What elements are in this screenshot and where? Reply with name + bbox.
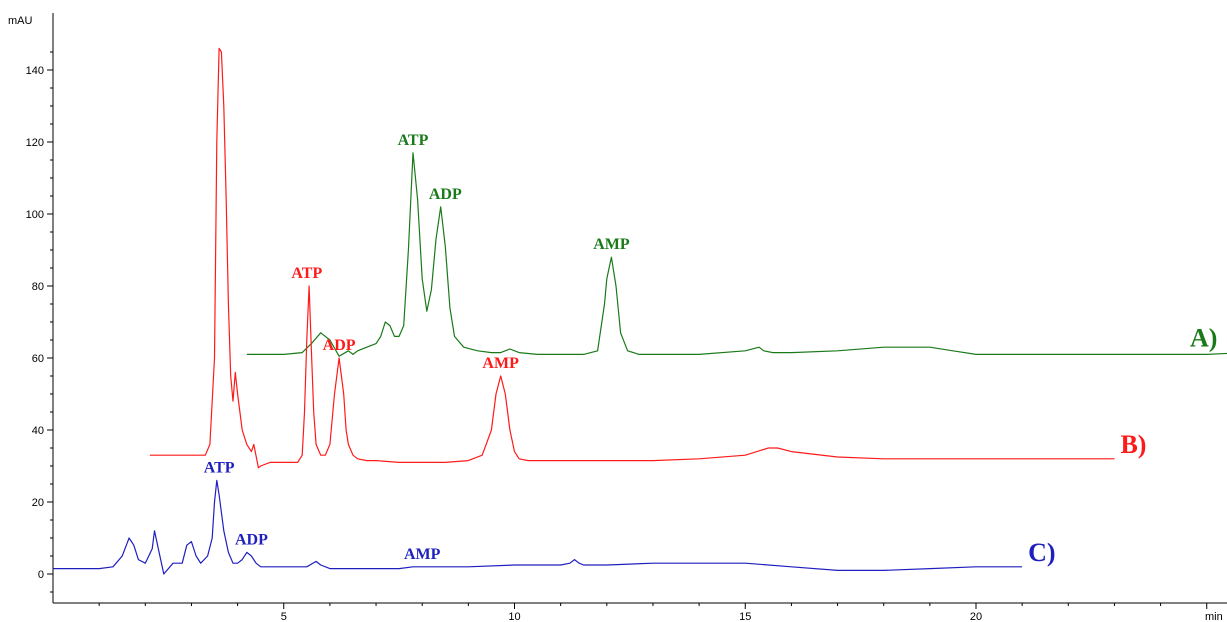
peak-label: AMP: [593, 236, 630, 253]
peak-label: AMP: [404, 546, 441, 563]
y-tick-label: 120: [26, 137, 44, 149]
trace-line-a: [246, 152, 1227, 357]
y-tick-label: 140: [26, 65, 44, 77]
x-axis-label: min: [1205, 611, 1223, 622]
y-axis-label: mAU: [8, 15, 33, 27]
trace-label: C): [1028, 538, 1055, 567]
peak-label: ADP: [323, 337, 356, 354]
peak-label: AMP: [482, 355, 519, 372]
axis-ticks: 0 20 40 60 80 100 120 140 5 10 15 20: [26, 51, 1208, 622]
peak-labels: ATP ADP AMP ATP ADP AMP ATP ADP AMP: [204, 132, 630, 563]
traces: [53, 47, 1227, 575]
trace-line-c: [53, 479, 1023, 575]
x-tick-label: 5: [281, 611, 287, 622]
y-tick-label: 80: [32, 281, 44, 293]
peak-label: ADP: [429, 186, 462, 203]
x-tick-label: 10: [508, 611, 520, 622]
peak-label: ADP: [235, 531, 268, 548]
y-tick-label: 20: [32, 497, 44, 509]
peak-label: ATP: [398, 132, 429, 149]
trace-line-b: [149, 47, 1115, 469]
trace-labels: A) B) C): [1028, 324, 1217, 567]
peak-label: ATP: [291, 265, 322, 282]
x-tick-label: 15: [739, 611, 751, 622]
y-tick-label: 100: [26, 209, 44, 221]
y-tick-label: 40: [32, 425, 44, 437]
peak-label: ATP: [204, 459, 235, 476]
y-tick-label: 0: [38, 569, 44, 581]
x-tick-label: 20: [970, 611, 982, 622]
trace-label: B): [1120, 430, 1146, 459]
y-tick-label: 60: [32, 353, 44, 365]
trace-label: A): [1190, 324, 1217, 353]
